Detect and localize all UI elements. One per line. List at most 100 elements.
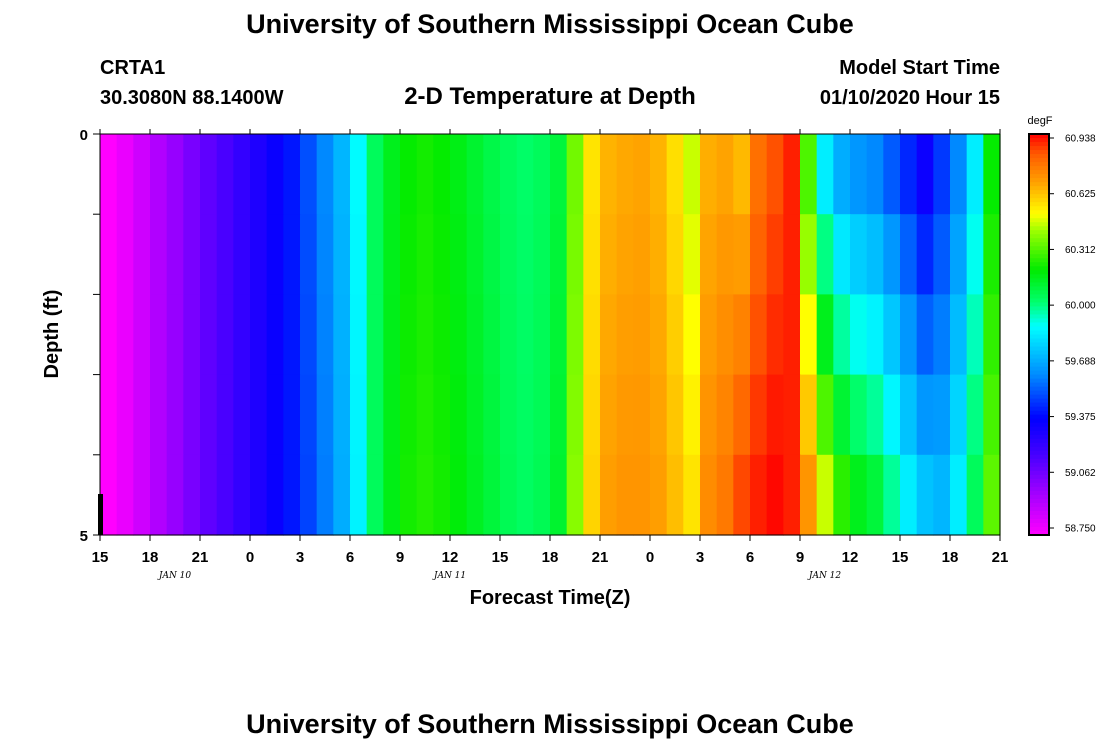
colorbar-segment	[1029, 354, 1049, 360]
heatmap-cell	[400, 214, 418, 295]
heatmap-cell	[450, 214, 468, 295]
date-label: JAN 11	[432, 571, 466, 581]
colorbar-segment	[1029, 458, 1049, 464]
heatmap-cell	[416, 454, 434, 536]
colorbar-segment	[1029, 374, 1049, 380]
heatmap-cell	[433, 454, 451, 536]
colorbar-segment	[1029, 306, 1049, 312]
colorbar-segment	[1029, 522, 1049, 528]
colorbar-segment	[1029, 402, 1049, 408]
heatmap-cell	[583, 134, 601, 215]
x-tick-label: 21	[192, 549, 209, 566]
station-id: CRTA1	[100, 57, 166, 79]
heatmap-cell	[616, 134, 634, 215]
colorbar-segment	[1029, 342, 1049, 348]
heatmap-cell	[316, 134, 334, 215]
heatmap-cell	[500, 454, 518, 536]
colorbar-segment	[1029, 182, 1049, 187]
heatmap-cell	[300, 454, 318, 536]
heatmap-cell	[866, 294, 884, 376]
heatmap-cell	[983, 134, 1001, 215]
date-label: JAN 10	[157, 571, 192, 581]
heatmap-cell	[133, 454, 151, 536]
heatmap-cell	[200, 454, 218, 536]
colorbar-segment	[1029, 450, 1049, 456]
heatmap-cell	[350, 454, 368, 536]
heatmap-cell	[583, 294, 601, 376]
heatmap-cell	[333, 374, 351, 456]
heatmap-cell	[416, 214, 434, 295]
heatmap-cell	[266, 214, 284, 295]
heatmap-cell	[516, 374, 534, 456]
heatmap-cell	[366, 134, 384, 215]
colorbar-tick-label: 59.688	[1065, 356, 1096, 367]
heatmap-cell	[800, 134, 818, 215]
colorbar-segment	[1029, 206, 1049, 211]
model-start-label: Model Start Time	[839, 57, 1000, 79]
colorbar-segment	[1029, 286, 1049, 291]
heatmap-cell	[566, 214, 584, 295]
date-label: JAN 12	[807, 571, 842, 581]
heatmap-cell	[666, 294, 684, 376]
heatmap-cell	[783, 294, 801, 376]
x-tick-label: 0	[646, 549, 654, 566]
heatmap-cell	[716, 374, 734, 456]
colorbar-segment	[1029, 378, 1049, 384]
heatmap-cell	[250, 454, 268, 536]
colorbar-segment	[1029, 214, 1049, 219]
x-tick-label: 18	[142, 549, 159, 566]
heatmap-cell	[333, 454, 351, 536]
heatmap-cell	[100, 294, 118, 376]
heatmap-cell	[566, 134, 584, 215]
colorbar-segment	[1029, 386, 1049, 392]
colorbar-segment	[1029, 478, 1049, 484]
heatmap-cell	[800, 214, 818, 295]
heatmap-cell	[116, 374, 134, 456]
heatmap-cell	[800, 454, 818, 536]
colorbar-segment	[1029, 502, 1049, 508]
heatmap-cell	[633, 214, 651, 295]
colorbar-segment	[1029, 186, 1049, 191]
colorbar-segment	[1029, 510, 1049, 516]
colorbar-segment	[1029, 482, 1049, 488]
heatmap-cell	[750, 134, 768, 215]
heatmap-cell	[650, 374, 668, 456]
colorbar-segment	[1029, 142, 1049, 147]
heatmap-cell	[116, 454, 134, 536]
colorbar-segment	[1029, 422, 1049, 428]
colorbar-segment	[1029, 530, 1049, 536]
heatmap-cell	[866, 134, 884, 215]
heatmap-cell	[516, 454, 534, 536]
heatmap-cell	[200, 294, 218, 376]
heatmap-cell	[350, 214, 368, 295]
heatmap-cell	[700, 454, 718, 536]
heatmap-cell	[650, 134, 668, 215]
heatmap-cell	[283, 214, 301, 295]
heatmap-cell	[250, 374, 268, 456]
heatmap-cell	[216, 214, 234, 295]
heatmap-cell	[633, 374, 651, 456]
heatmap-cell	[850, 454, 868, 536]
heatmap-cell	[200, 374, 218, 456]
colorbar-segment	[1029, 274, 1049, 279]
heatmap-cell	[483, 134, 501, 215]
colorbar-segment	[1029, 266, 1049, 271]
colorbar-segment	[1029, 430, 1049, 436]
heatmap-cell	[300, 214, 318, 295]
heatmap-cell	[383, 214, 401, 295]
heatmap-cell	[216, 374, 234, 456]
heatmap-cell	[200, 134, 218, 215]
colorbar: 60.938 60.625 60.312 60.000 59.688 59.375 59.0…	[1028, 133, 1096, 536]
footer-title: University of Southern Mississippi Ocean…	[246, 709, 854, 739]
colorbar-segment	[1029, 318, 1049, 324]
heatmap-cell	[700, 294, 718, 376]
heatmap-cell	[966, 454, 984, 536]
colorbar-segment	[1029, 506, 1049, 512]
heatmap-cell	[666, 374, 684, 456]
heatmap-cell	[883, 134, 901, 215]
heatmap-cell	[600, 374, 618, 456]
heatmap-cell	[533, 214, 551, 295]
x-tick-label: 6	[346, 549, 354, 566]
heatmap-cell	[333, 134, 351, 215]
